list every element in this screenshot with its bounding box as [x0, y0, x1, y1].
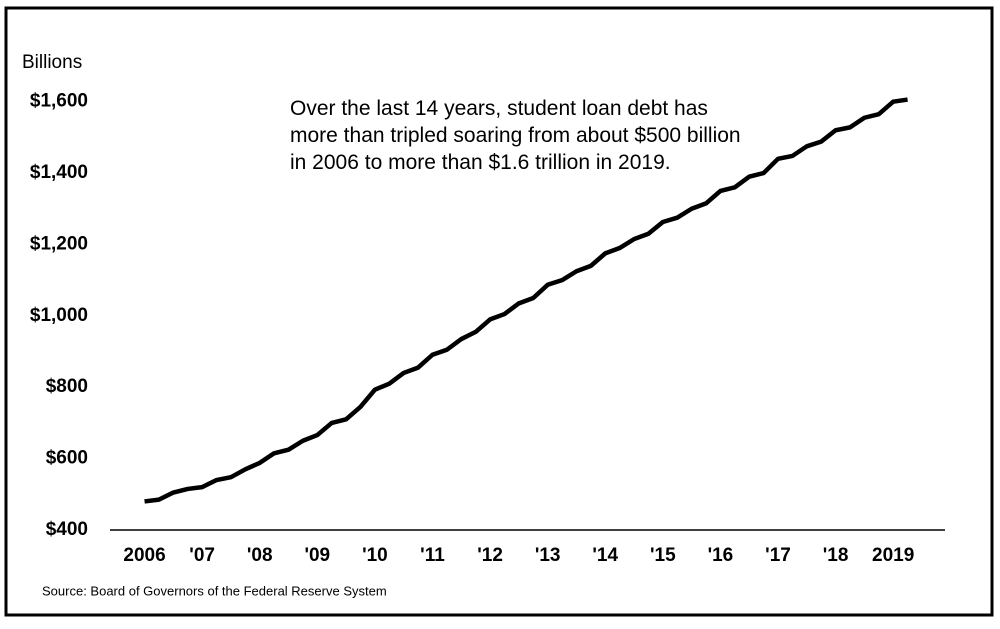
x-tick-label: '10 — [362, 545, 388, 566]
y-tick-label: $1,400 — [30, 162, 88, 183]
y-tick-label: $1,200 — [30, 233, 88, 254]
y-tick-label: $400 — [46, 519, 88, 540]
x-tick-label: '12 — [477, 545, 503, 566]
source: Source: Board of Governors of the Federa… — [42, 583, 387, 598]
annotation: Over the last 14 years, student loan deb… — [290, 97, 741, 174]
y-tick-label: $600 — [46, 448, 88, 469]
y-axis-label: Billions — [22, 52, 82, 73]
x-tick-label: '16 — [708, 545, 734, 566]
x-tick-label: 2019 — [872, 545, 914, 566]
x-tick-label: '15 — [650, 545, 676, 566]
x-tick-label: '13 — [535, 545, 561, 566]
x-tick-label: '08 — [247, 545, 273, 566]
x-tick-label: '09 — [304, 545, 330, 566]
x-tick-label: '11 — [420, 545, 445, 566]
y-tick-label: $800 — [46, 376, 88, 397]
y-tick-label: $1,600 — [30, 91, 88, 112]
data-line — [144, 97, 908, 504]
x-tick-label: 2006 — [123, 545, 165, 566]
frame — [4, 6, 994, 617]
x-tick-label: '17 — [765, 545, 791, 566]
x-tick-label: '18 — [823, 545, 849, 566]
x-tick-label: '07 — [189, 545, 215, 566]
y-tick-label: $1,000 — [30, 305, 88, 326]
x-tick-label: '14 — [592, 545, 618, 566]
